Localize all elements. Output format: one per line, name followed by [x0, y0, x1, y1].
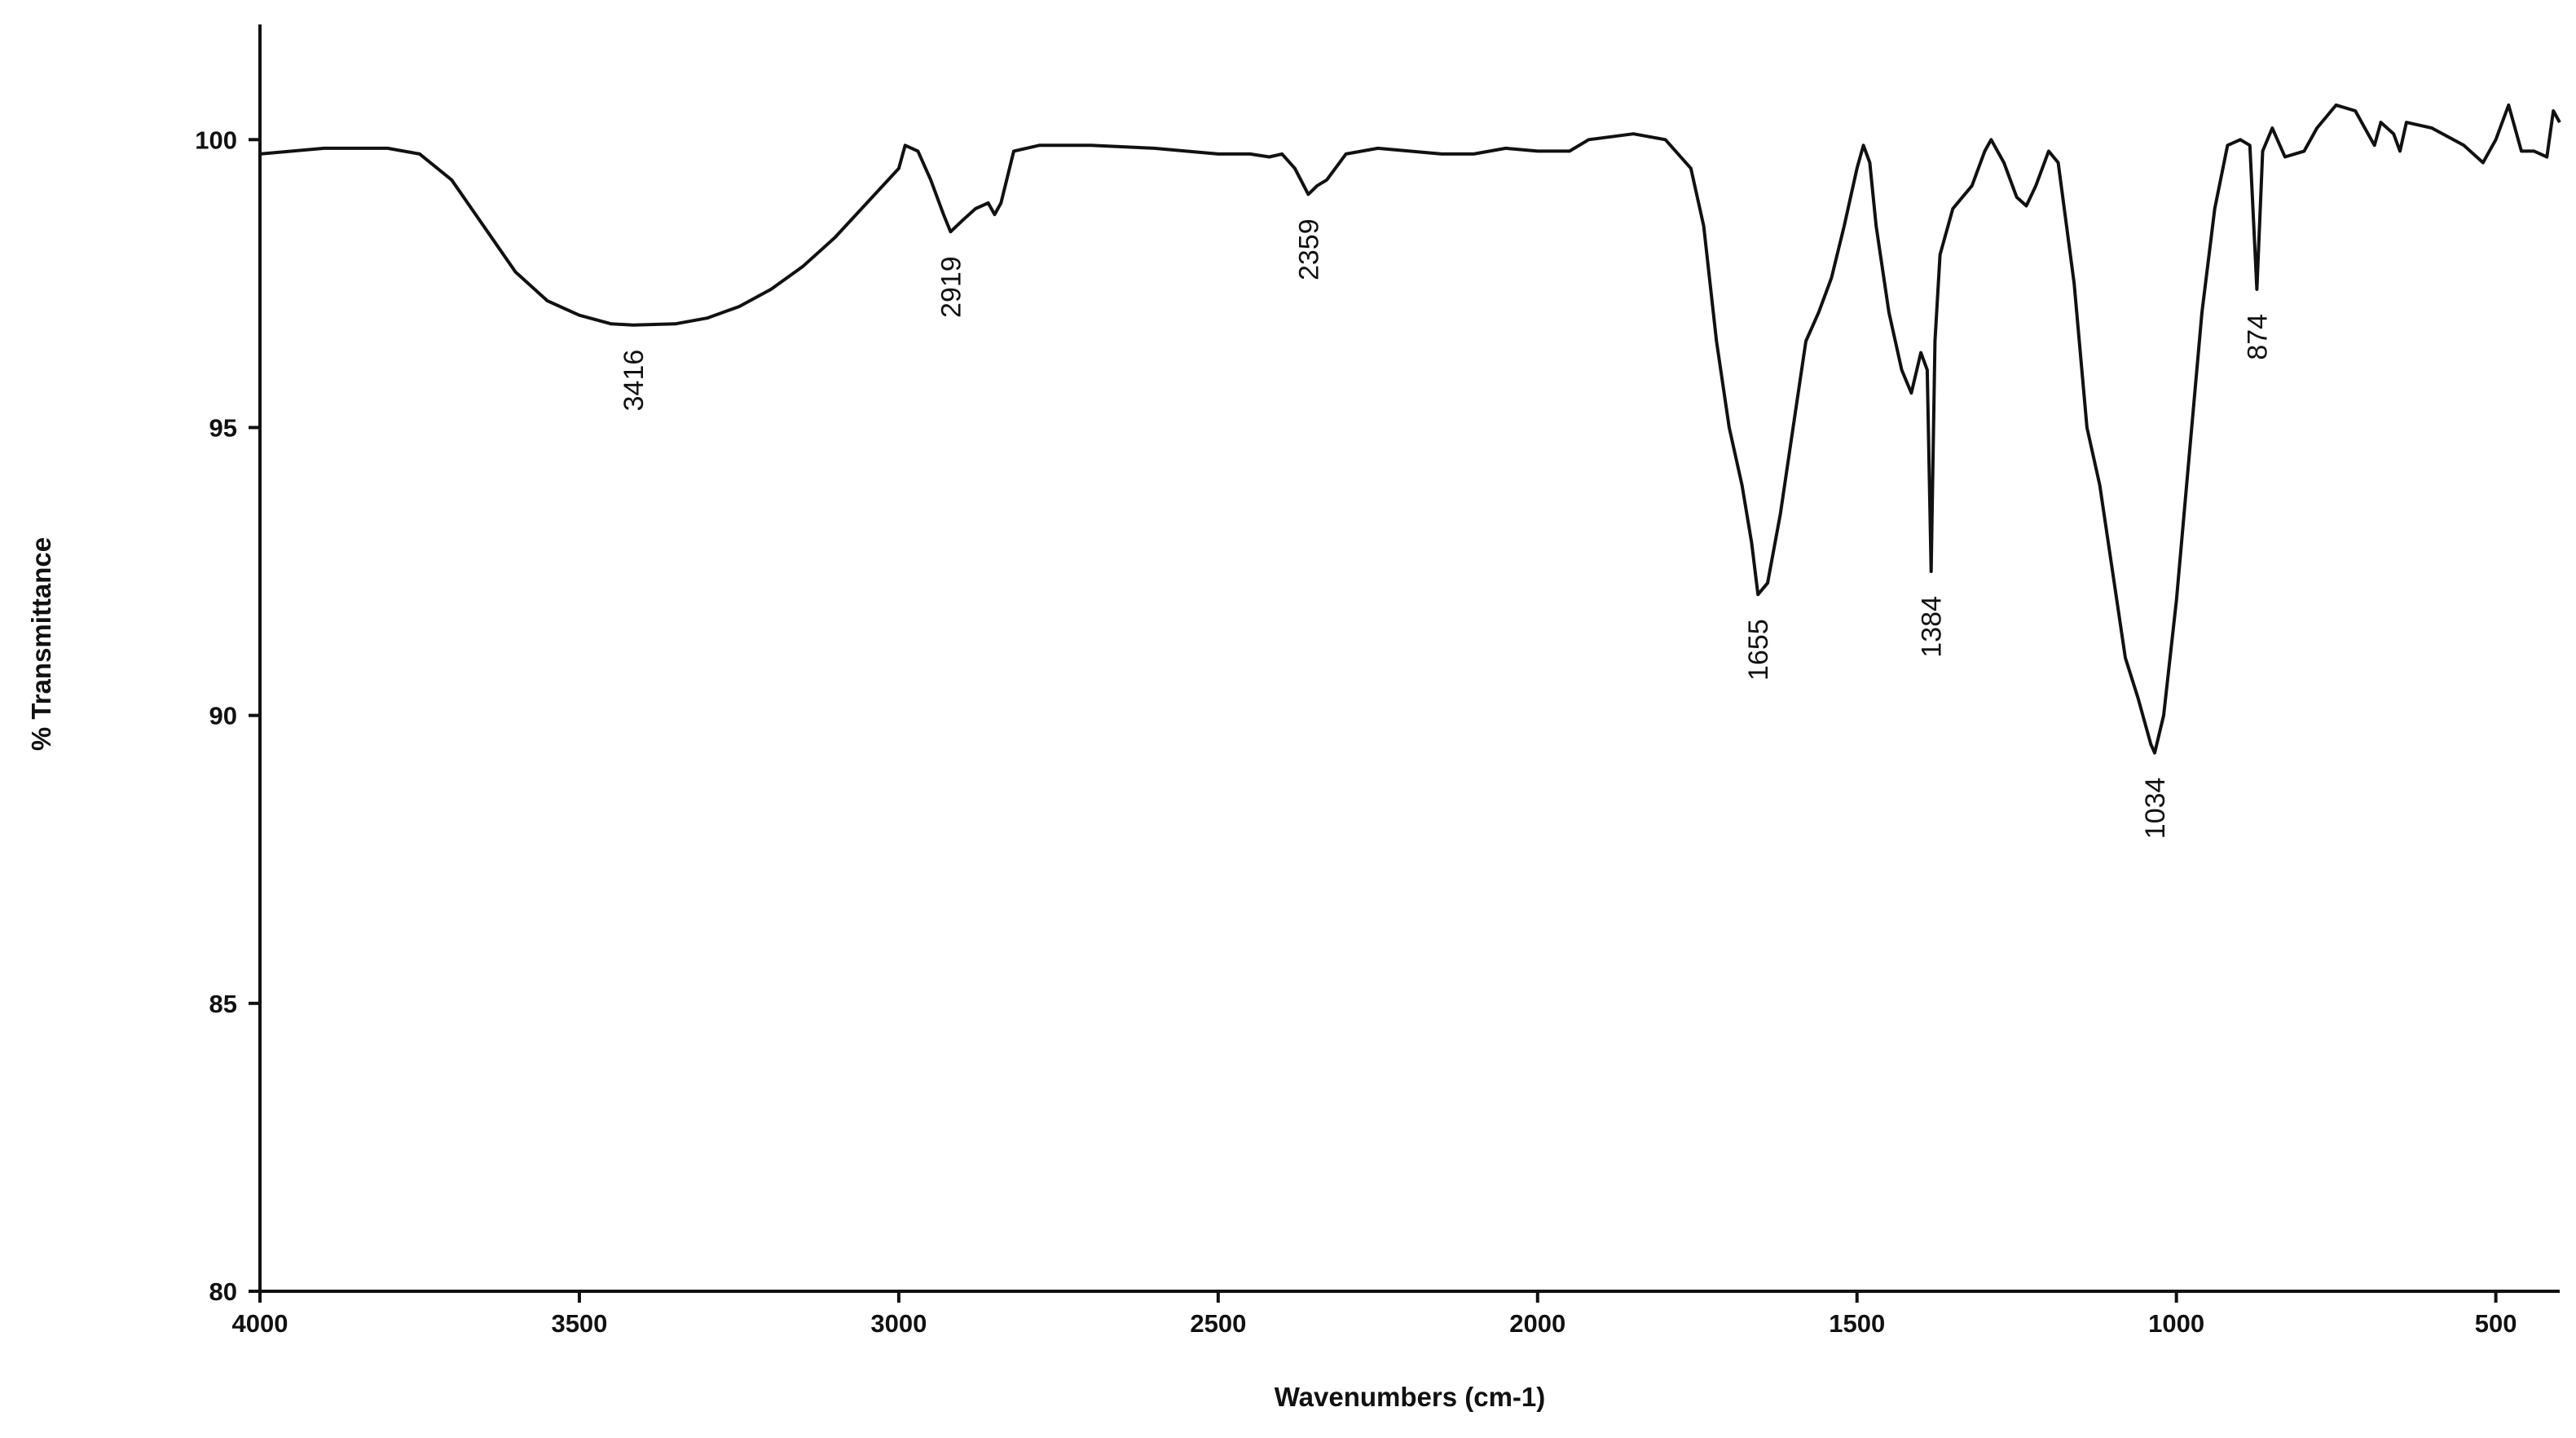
- y-tick-label: 85: [209, 990, 237, 1018]
- x-tick-label: 1000: [2148, 1309, 2204, 1338]
- peak-label: 2359: [1293, 218, 1324, 280]
- peak-label: 3416: [619, 350, 650, 412]
- spectrum-line: [259, 103, 2561, 755]
- x-tick-label: 1500: [1829, 1309, 1885, 1338]
- x-tick-label: 3000: [870, 1309, 927, 1338]
- peak-label: 1655: [1743, 619, 1774, 681]
- x-tick-label: 2500: [1190, 1309, 1246, 1338]
- y-tick-label: 90: [209, 702, 237, 730]
- y-tick-label: 95: [209, 413, 237, 442]
- peak-label: 2919: [936, 256, 967, 318]
- x-tick-label: 2000: [1509, 1309, 1565, 1338]
- x-tick-label: 4000: [232, 1309, 288, 1338]
- x-tick-label: 3500: [551, 1309, 607, 1338]
- y-tick-label: 80: [209, 1277, 237, 1306]
- y-tick-label: 100: [195, 126, 237, 154]
- peak-label: 1034: [2140, 778, 2171, 840]
- y-axis-title: % Transmittance: [26, 537, 56, 751]
- x-tick-label: 500: [2475, 1309, 2517, 1338]
- peak-label: 874: [2242, 314, 2273, 360]
- peak-label: 1384: [1917, 596, 1948, 658]
- x-axis-title: Wavenumbers (cm-1): [1275, 1382, 1546, 1412]
